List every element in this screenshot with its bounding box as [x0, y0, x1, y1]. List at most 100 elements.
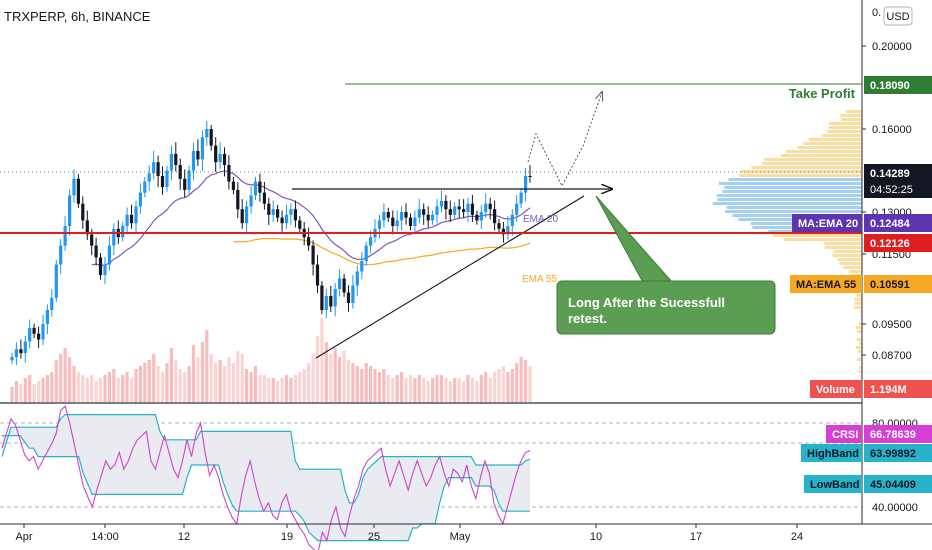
volume-bar — [223, 366, 226, 402]
volume-bar — [174, 360, 177, 402]
volume-bar — [387, 375, 390, 402]
currency-label: USD — [886, 11, 909, 23]
volume-profile-bar — [719, 182, 862, 185]
volume-bar — [68, 357, 71, 402]
candle-body — [77, 179, 80, 204]
candle-body — [10, 357, 13, 360]
candle-body — [205, 129, 208, 137]
volume-bar — [19, 384, 22, 402]
volume-bar — [276, 381, 279, 402]
volume-profile-bar — [837, 258, 862, 261]
ema55-line-label: EMA 55 — [522, 274, 557, 285]
volume-bar — [267, 378, 270, 402]
volume-profile-bar — [854, 298, 862, 301]
candle-body — [307, 237, 310, 245]
volume-profile-bar — [856, 326, 863, 329]
volume-bar — [338, 357, 341, 402]
candle-body — [360, 261, 363, 272]
candle-body — [312, 246, 315, 265]
volume-bar — [72, 366, 75, 402]
time-tick-label: 14:00 — [91, 531, 119, 543]
candle-body — [214, 146, 217, 163]
ema55-tag: MA:EMA 55 — [796, 279, 856, 291]
volume-profile-bar — [727, 206, 862, 209]
candle-body — [272, 209, 275, 215]
volume-bar — [121, 375, 124, 402]
candle-body — [351, 286, 354, 304]
volume-bar — [356, 366, 359, 402]
volume-bar — [365, 363, 368, 402]
candle-body — [161, 176, 164, 187]
time-tick-label: 25 — [368, 531, 380, 543]
candle-body — [157, 162, 160, 176]
volume-bar — [205, 330, 208, 402]
volume-profile-bar — [824, 242, 862, 245]
volume-profile-bar — [832, 254, 862, 257]
candle-body — [471, 204, 474, 215]
ema20-value: 0.12484 — [870, 218, 911, 230]
candle-body — [462, 209, 465, 212]
volume-bar — [272, 378, 275, 402]
candle-body — [219, 154, 222, 162]
volume-profile-bar — [849, 270, 862, 273]
volume-bar — [196, 357, 199, 402]
highband-tag: HighBand — [807, 448, 859, 460]
volume-bar — [90, 375, 93, 402]
candle-body — [334, 289, 337, 307]
volume-bar — [440, 375, 443, 402]
price-tick-label-top: 0. — [872, 7, 881, 19]
volume-profile-bar — [724, 186, 862, 189]
candle-body — [281, 218, 284, 224]
volume-bar — [458, 378, 461, 402]
candle-body — [241, 209, 244, 223]
volume-profile-bar — [809, 138, 862, 141]
volume-bar — [112, 369, 115, 402]
volume-bar — [444, 378, 447, 402]
price-tick-label: 0.08700 — [872, 350, 912, 362]
candle-body — [192, 151, 195, 170]
volume-bar — [258, 375, 261, 402]
time-tick-label: 12 — [178, 531, 190, 543]
candle-body — [418, 209, 421, 217]
volume-bar — [263, 375, 266, 402]
osc-tick-label: 40.00000 — [872, 502, 918, 514]
volume-bar — [320, 318, 323, 402]
candle-body — [497, 223, 500, 229]
ema55-value: 0.10591 — [870, 279, 910, 291]
volume-bar — [152, 354, 155, 402]
ema20-line-label: EMA 20 — [523, 214, 558, 225]
candle-body — [524, 176, 527, 193]
volume-bar — [409, 375, 412, 402]
volume-bar — [50, 372, 53, 402]
volume-bar — [373, 369, 376, 402]
volume-profile-bar — [833, 250, 862, 253]
candle-body — [484, 204, 487, 212]
candle-body — [50, 298, 53, 310]
candle-body — [528, 176, 531, 177]
volume-profile-bar — [717, 194, 862, 197]
volume-bar — [422, 378, 425, 402]
currency-button[interactable]: USD — [884, 7, 912, 25]
candle-body — [382, 212, 385, 220]
time-tick-label: 10 — [590, 531, 602, 543]
volume-bar — [77, 372, 80, 402]
volume-bar — [382, 369, 385, 402]
candle-body — [480, 212, 483, 220]
volume-bar — [312, 354, 315, 402]
volume-bar — [161, 372, 164, 402]
volume-profile-bar — [859, 370, 862, 373]
volume-bar — [214, 363, 217, 402]
candle-body — [400, 212, 403, 220]
candle-body — [267, 204, 270, 215]
volume-bar — [210, 354, 213, 402]
annotation-line-2: retest. — [568, 311, 607, 326]
volume-bar — [511, 369, 514, 402]
candle-body — [130, 215, 133, 223]
candle-body — [245, 207, 248, 224]
volume-profile-bar — [841, 118, 862, 121]
volume-bar — [254, 366, 257, 402]
volume-profile-bar — [855, 302, 863, 305]
candle-body — [289, 209, 292, 215]
volume-profile-bar — [858, 350, 863, 353]
